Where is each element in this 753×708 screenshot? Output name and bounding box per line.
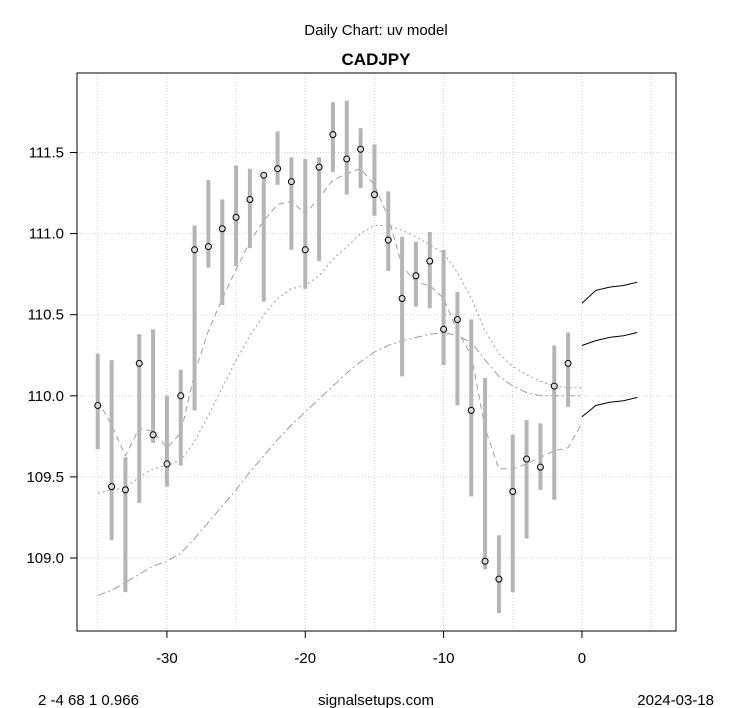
close-point: [301, 246, 309, 254]
y-tick-label: 110.0: [28, 388, 64, 405]
close-point: [398, 294, 406, 302]
close-point: [412, 272, 420, 280]
close-point: [467, 406, 475, 414]
close-point: [426, 257, 434, 265]
close-point: [191, 246, 199, 254]
footer-right: 2024-03-18: [637, 692, 714, 708]
y-tick-label: 109.5: [26, 469, 64, 486]
close-point: [343, 155, 351, 163]
y-tick-label: 110.5: [28, 307, 64, 324]
chart-title: CADJPY: [342, 50, 412, 69]
close-point: [232, 213, 240, 221]
close-point: [315, 163, 323, 171]
y-tick-label: 111.5: [29, 144, 64, 161]
close-point: [329, 131, 337, 139]
series-line-6: [581, 396, 638, 418]
close-point: [550, 382, 558, 390]
close-point: [384, 236, 392, 244]
y-tick-label: 109.0: [26, 550, 64, 567]
close-point: [481, 557, 489, 565]
close-point: [121, 486, 129, 494]
close-point: [177, 392, 185, 400]
y-tick-label: 111.0: [29, 226, 64, 243]
footer-center: signalsetups.com: [318, 692, 434, 708]
plot-border: [76, 72, 677, 632]
close-point: [260, 171, 268, 179]
x-tick-label: -20: [294, 650, 316, 667]
close-point: [246, 196, 254, 204]
close-point: [495, 575, 503, 583]
close-point: [108, 483, 116, 491]
close-point: [564, 359, 572, 367]
close-point: [135, 359, 143, 367]
range-layer: [95, 100, 571, 614]
series-line-5: [581, 332, 638, 346]
close-point: [440, 325, 448, 333]
x-tick-label: -30: [156, 650, 178, 667]
close-point: [163, 460, 171, 468]
close-point: [287, 178, 295, 186]
close-point: [453, 316, 461, 324]
chart-subtitle: Daily Chart: uv model: [304, 22, 447, 39]
close-point: [370, 191, 378, 199]
close-point: [218, 225, 226, 233]
close-point: [204, 243, 212, 251]
x-tick-label: -10: [433, 650, 455, 667]
y-axis: 109.0 109.5 110.0 110.5 111.0 111.5: [26, 144, 77, 567]
point-layer: [94, 131, 572, 583]
series-line-4: [581, 281, 638, 304]
x-tick-label: 0: [578, 650, 586, 667]
close-point: [523, 455, 531, 463]
series-line-1: [97, 168, 583, 470]
series-layer: [97, 168, 638, 596]
x-axis: -30 -20 -10 0: [156, 631, 586, 667]
close-point: [509, 488, 517, 495]
close-point: [149, 431, 157, 439]
close-point: [357, 145, 365, 153]
close-point: [274, 165, 282, 173]
close-point: [94, 402, 102, 410]
footer-left: 2 -4 68 1 0.966: [38, 692, 139, 708]
close-point: [536, 463, 544, 471]
